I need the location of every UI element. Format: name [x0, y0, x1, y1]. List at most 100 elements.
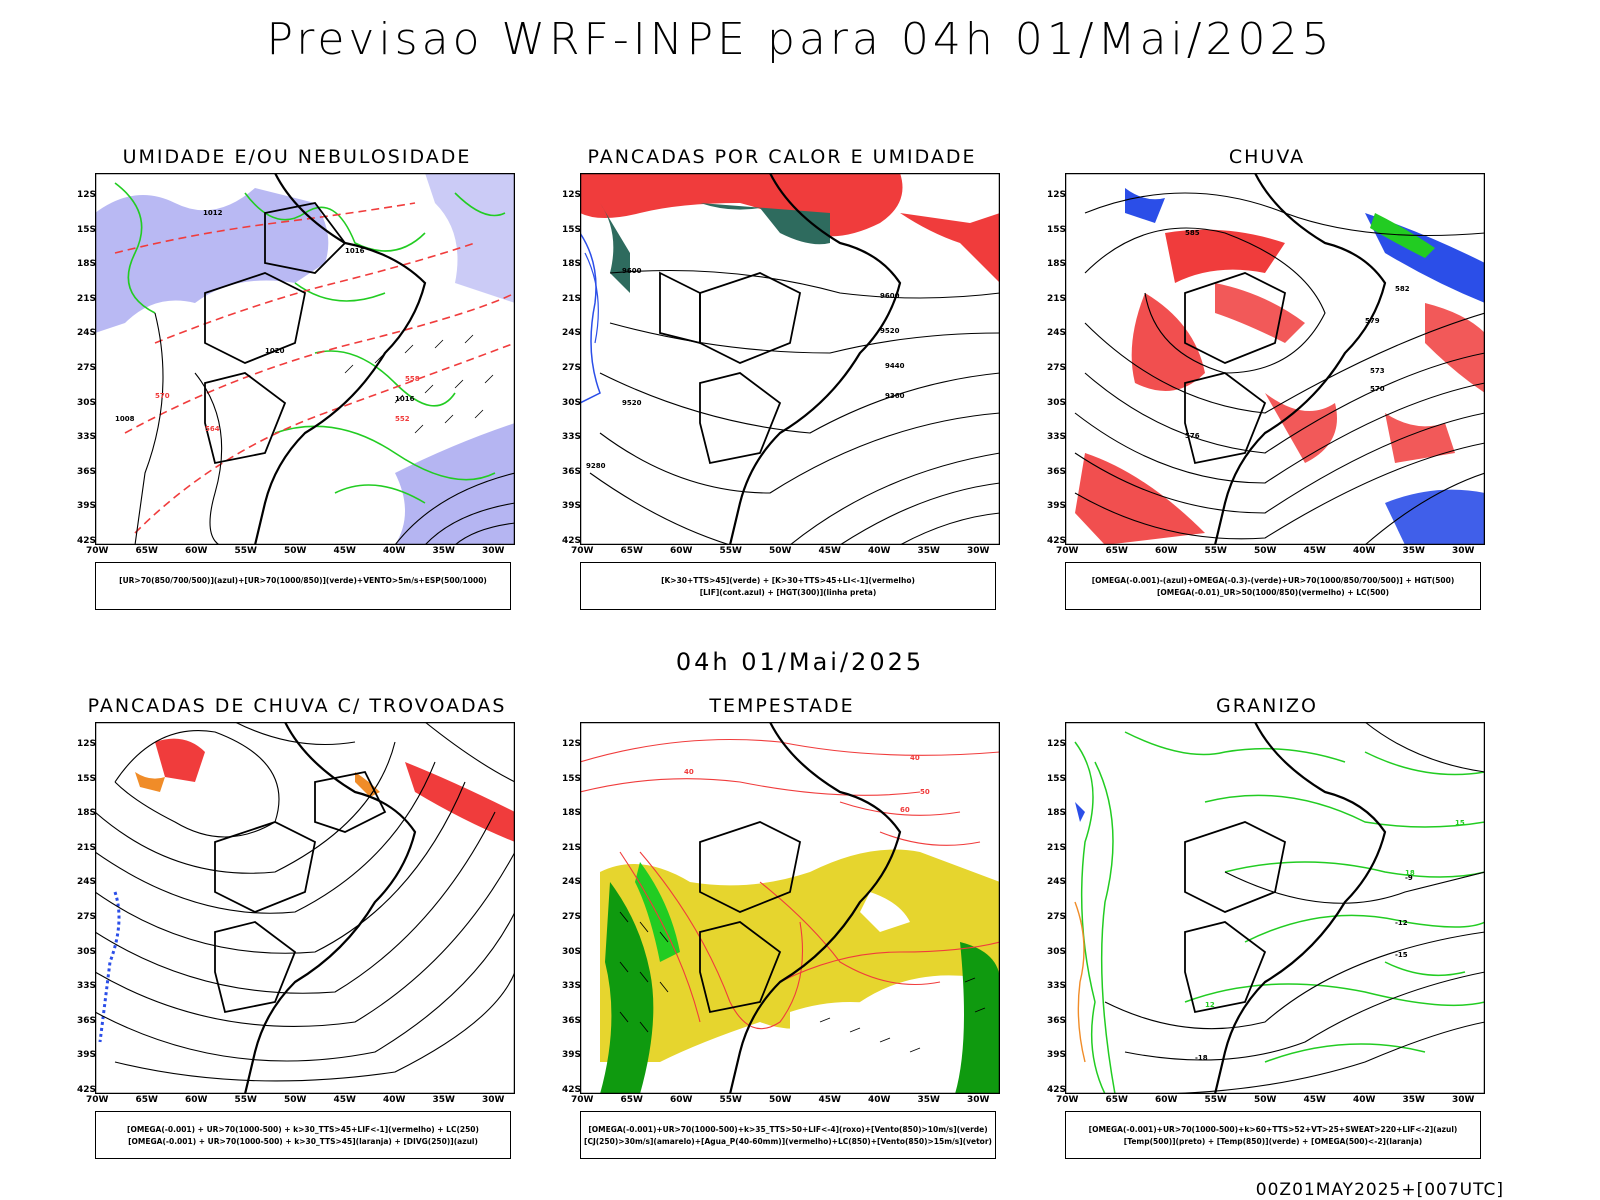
- map-canvas: 1012 1016 1020 1008 570 564 558 552 1016: [95, 173, 515, 545]
- hgt-label: 582: [1395, 285, 1410, 293]
- legend-line: [UR>70(850/700/500)](azul)+[UR>70(1000/8…: [119, 576, 487, 585]
- lat-tick-label: 33S: [77, 432, 97, 443]
- lon-tick-label: 65W: [1105, 546, 1128, 556]
- lat-tick-label: 12S: [562, 190, 582, 200]
- lat-tick-label: 15S: [1047, 224, 1067, 235]
- temp500-label: -9: [1405, 874, 1413, 882]
- temp500-label: -12: [1395, 919, 1408, 927]
- lon-tick-label: 30W: [1452, 1095, 1475, 1105]
- lc-label: 50: [920, 788, 930, 796]
- lat-tick-label: 27S: [77, 912, 97, 922]
- lat-tick-label: 27S: [562, 912, 582, 922]
- lat-tick-label: 18S: [1047, 259, 1067, 270]
- map-tempestade[interactable]: 40 40 50 60: [580, 722, 1000, 1094]
- lat-tick-label: 36S: [1047, 1015, 1067, 1026]
- lon-tick-label: 65W: [1105, 1095, 1128, 1105]
- panel-tempestade[interactable]: TEMPESTADE: [562, 695, 1002, 1175]
- lat-tick-label: 24S: [1047, 328, 1067, 339]
- panel-pancadas-calor[interactable]: PANCADAS POR CALOR E UMIDADE: [562, 146, 1002, 626]
- lat-tick-label: 33S: [77, 981, 97, 992]
- lat-tick-label: 18S: [77, 259, 97, 270]
- hgt-label: 585: [1185, 229, 1200, 237]
- lat-tick-label: 21S: [562, 293, 582, 304]
- thickness-label: 564: [205, 425, 220, 433]
- page-title: Previsao WRF-INPE para 04h 01/Mai/2025: [266, 14, 1334, 65]
- lon-tick-label: 50W: [284, 546, 307, 556]
- lat-tick-label: 15S: [562, 224, 582, 235]
- map-canvas: [95, 722, 515, 1094]
- lon-tick-label: 30W: [482, 1095, 505, 1105]
- map-canvas: -9 -12 -15 -18 12 15 18: [1065, 722, 1485, 1094]
- lat-tick-label: 36S: [562, 1015, 582, 1026]
- panel-granizo[interactable]: GRANIZO: [1047, 695, 1487, 1175]
- legend-box: [K>30+TTS>45](verde) + [K>30+TTS>45+LI<-…: [580, 562, 996, 610]
- isobar-label: 1016: [345, 247, 365, 255]
- temp850-label: 18: [1405, 869, 1415, 877]
- lat-tick-label: 42S: [1047, 1085, 1067, 1095]
- lat-tick-label: 42S: [562, 536, 582, 546]
- panel-title: PANCADAS DE CHUVA C/ TROVOADAS: [87, 695, 507, 717]
- lat-tick-label: 21S: [1047, 842, 1067, 853]
- lat-tick-label: 27S: [77, 363, 97, 373]
- lc-label: 40: [910, 754, 920, 762]
- thickness-label: 558: [405, 375, 420, 383]
- hgt-label: 9520: [622, 399, 642, 407]
- lon-tick-label: 60W: [1155, 546, 1178, 556]
- lat-tick-label: 27S: [1047, 363, 1067, 373]
- panel-trovoadas[interactable]: PANCADAS DE CHUVA C/ TROVOADAS: [77, 695, 517, 1175]
- lat-tick-label: 12S: [1047, 739, 1067, 749]
- lon-tick-label: 40W: [383, 1095, 406, 1105]
- lon-tick-label: 50W: [284, 1095, 307, 1105]
- map-trovoadas[interactable]: [95, 722, 515, 1094]
- lat-tick-label: 39S: [562, 1050, 582, 1061]
- map-canvas: 585 582 579 576 573 570: [1065, 173, 1485, 545]
- lat-tick-label: 18S: [562, 259, 582, 270]
- lon-tick-label: 35W: [1402, 546, 1425, 556]
- lat-tick-label: 24S: [1047, 877, 1067, 888]
- panel-umidade[interactable]: UMIDADE E/OU NEBULOSIDADE: [77, 146, 517, 626]
- lc-label: 40: [684, 768, 694, 776]
- legend-line: [OMEGA(-0.01)_UR>50(1000/850)(vermelho) …: [1156, 588, 1390, 597]
- lon-tick-label: 55W: [1204, 546, 1227, 556]
- lon-tick-label: 65W: [620, 1095, 643, 1105]
- legend-line: [OMEGA(-0.001) + UR>70(1000-500) + k>30_…: [128, 1137, 478, 1146]
- lat-tick-label: 39S: [562, 501, 582, 512]
- map-pancadas-calor[interactable]: 9600 9600 9520 9440 9360 9280 9520: [580, 173, 1000, 545]
- lat-tick-label: 39S: [77, 1050, 97, 1061]
- lon-tick-label: 45W: [1303, 546, 1326, 556]
- lat-tick-label: 24S: [77, 877, 97, 888]
- map-chuva[interactable]: 585 582 579 576 573 570: [1065, 173, 1485, 545]
- map-granizo[interactable]: -9 -12 -15 -18 12 15 18: [1065, 722, 1485, 1094]
- temp500-label: -18: [1195, 1054, 1208, 1062]
- lat-tick-label: 30S: [1047, 397, 1067, 408]
- legend-box: [OMEGA(-0.001) + UR>70(1000-500) + k>30_…: [95, 1111, 511, 1159]
- legend-line: [K>30+TTS>45](verde) + [K>30+TTS>45+LI<-…: [661, 576, 915, 585]
- lat-tick-label: 33S: [562, 981, 582, 992]
- lat-tick-label: 27S: [1047, 912, 1067, 922]
- run-timestamp: 00Z01MAY2025+[007UTC]: [1255, 1180, 1504, 1200]
- hgt-label: 9440: [885, 362, 905, 370]
- lat-tick-label: 15S: [1047, 773, 1067, 784]
- map-umidade[interactable]: 1012 1016 1020 1008 570 564 558 552 1016: [95, 173, 515, 545]
- lat-tick-label: 30S: [562, 397, 582, 408]
- lon-tick-label: 60W: [185, 546, 208, 556]
- lat-tick-label: 21S: [1047, 293, 1067, 304]
- lat-tick-label: 12S: [1047, 190, 1067, 200]
- lon-tick-label: 50W: [1254, 1095, 1277, 1105]
- panel-chuva[interactable]: CHUVA: [1047, 146, 1487, 626]
- lat-tick-label: 30S: [77, 946, 97, 957]
- lon-tick-label: 60W: [1155, 1095, 1178, 1105]
- lat-tick-label: 24S: [562, 877, 582, 888]
- lat-tick-label: 21S: [562, 842, 582, 853]
- lon-tick-label: 60W: [670, 1095, 693, 1105]
- lon-tick-label: 40W: [868, 1095, 891, 1105]
- lat-tick-label: 21S: [77, 293, 97, 304]
- lon-tick-label: 65W: [620, 546, 643, 556]
- legend-line: [CJ(250)>30m/s](amarelo)+[Agua_P(40-60mm…: [584, 1137, 992, 1146]
- lon-tick-label: 70W: [571, 546, 594, 556]
- lat-tick-label: 42S: [1047, 536, 1067, 546]
- temp500-label: -15: [1395, 951, 1408, 959]
- lon-tick-label: 65W: [135, 546, 158, 556]
- thickness-label: 552: [395, 415, 410, 423]
- isobar-label: 1016: [395, 395, 415, 403]
